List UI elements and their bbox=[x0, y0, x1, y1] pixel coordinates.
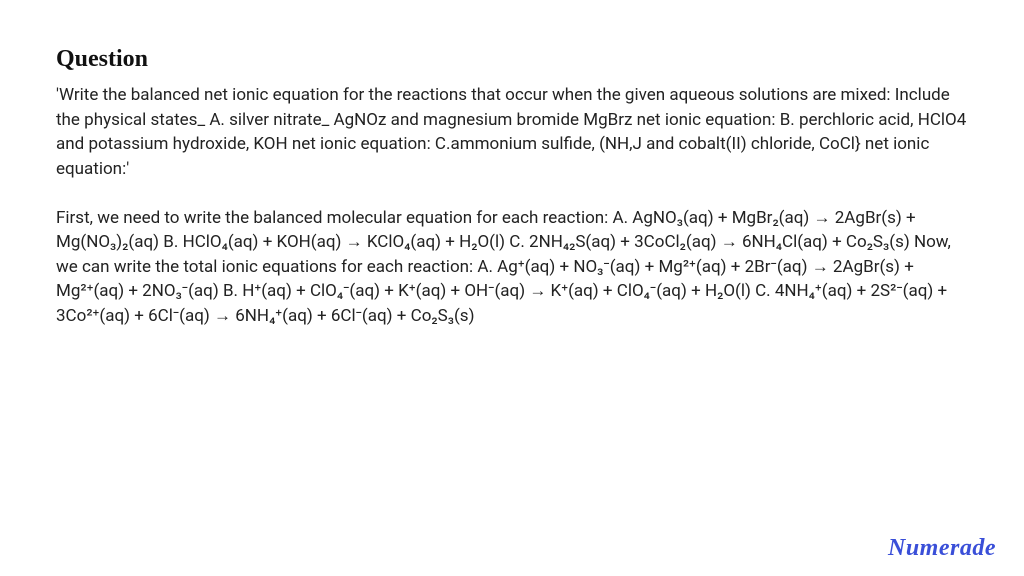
numerade-logo: Numerade bbox=[888, 535, 996, 562]
question-heading: Question bbox=[56, 46, 968, 73]
content-area: Question 'Write the balanced net ionic e… bbox=[0, 0, 1024, 329]
question-body: 'Write the balanced net ionic equation f… bbox=[56, 83, 968, 182]
answer-body: First, we need to write the balanced mol… bbox=[56, 206, 968, 329]
